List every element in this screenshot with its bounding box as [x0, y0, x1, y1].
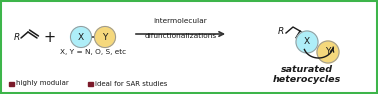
Bar [88, 81, 93, 86]
Text: intermolecular: intermolecular [153, 18, 208, 24]
Text: Y: Y [325, 47, 331, 56]
Text: difunctionalizations: difunctionalizations [144, 33, 217, 39]
Circle shape [296, 31, 318, 53]
Text: R: R [278, 28, 284, 36]
Text: Y: Y [102, 33, 108, 41]
Text: ideal for SAR studies: ideal for SAR studies [95, 80, 167, 86]
Text: X: X [304, 38, 310, 47]
Text: saturated: saturated [281, 66, 333, 75]
Bar [9, 81, 14, 86]
Circle shape [71, 27, 91, 47]
Circle shape [317, 41, 339, 63]
Text: X, Y = N, O, S, etc: X, Y = N, O, S, etc [60, 49, 126, 55]
Circle shape [94, 27, 116, 47]
Text: R: R [14, 33, 20, 42]
Text: highly modular: highly modular [16, 80, 69, 86]
Text: X: X [78, 33, 84, 41]
Text: heterocycles: heterocycles [273, 75, 341, 85]
Text: +: + [44, 30, 56, 44]
